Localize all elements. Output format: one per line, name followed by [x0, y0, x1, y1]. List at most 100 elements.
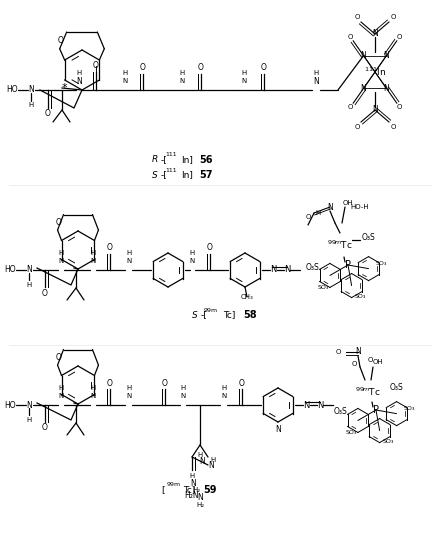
Text: O: O: [239, 378, 245, 388]
Text: H: H: [28, 102, 33, 108]
Text: 99m: 99m: [167, 482, 181, 487]
Text: N: N: [303, 400, 309, 410]
Text: 99m: 99m: [204, 307, 218, 312]
Text: H: H: [26, 417, 32, 423]
Text: SO₃: SO₃: [355, 294, 367, 299]
Text: N: N: [361, 84, 367, 93]
Text: O: O: [107, 378, 113, 388]
Text: SO₃: SO₃: [404, 406, 415, 411]
Text: SO₃: SO₃: [317, 285, 329, 290]
Text: H: H: [180, 385, 186, 391]
Text: O₃S: O₃S: [361, 233, 375, 241]
Text: CH₃: CH₃: [241, 294, 253, 300]
Text: -[: -[: [161, 170, 168, 179]
Text: O: O: [107, 244, 113, 252]
Text: OH: OH: [343, 200, 353, 206]
Text: H: H: [59, 250, 64, 256]
Text: H: H: [180, 70, 185, 76]
Text: O: O: [261, 63, 267, 73]
Text: H: H: [126, 385, 132, 391]
Text: N: N: [313, 76, 319, 85]
Text: O: O: [93, 62, 99, 70]
Text: 57: 57: [199, 170, 213, 180]
Text: OH: OH: [373, 359, 383, 365]
Text: S: S: [192, 311, 198, 320]
Text: O: O: [198, 63, 204, 73]
Text: H: H: [241, 70, 246, 76]
Text: O: O: [45, 109, 51, 118]
Text: N: N: [284, 266, 290, 274]
Text: H: H: [221, 385, 227, 391]
Text: SO₃: SO₃: [345, 430, 356, 435]
Text: N: N: [355, 348, 361, 356]
Text: H: H: [26, 282, 32, 288]
Text: O: O: [42, 289, 48, 298]
Text: N: N: [270, 266, 276, 274]
Text: 111: 111: [165, 152, 177, 157]
Text: Tc]: Tc]: [223, 311, 235, 320]
Text: N: N: [361, 51, 367, 60]
Text: N: N: [189, 258, 194, 264]
Text: N: N: [199, 458, 205, 466]
Text: SO₃: SO₃: [383, 439, 394, 444]
Text: H₂: H₂: [192, 487, 200, 493]
Text: O: O: [207, 244, 213, 252]
Text: O: O: [390, 124, 396, 130]
Text: N: N: [197, 492, 203, 502]
Text: 56: 56: [199, 155, 213, 165]
Text: O: O: [305, 214, 311, 220]
Text: N: N: [317, 400, 323, 410]
Text: P: P: [345, 260, 351, 270]
Text: N: N: [372, 30, 378, 38]
Text: O: O: [139, 63, 146, 73]
Text: O: O: [348, 34, 353, 40]
Text: O: O: [354, 14, 359, 20]
Text: R: R: [152, 156, 158, 164]
Text: N: N: [90, 393, 95, 399]
Text: N: N: [384, 84, 389, 93]
Text: P: P: [373, 405, 379, 415]
Text: H: H: [126, 250, 132, 256]
Text: O: O: [42, 424, 48, 432]
Text: N: N: [122, 78, 128, 84]
Text: HO-H: HO-H: [351, 204, 369, 210]
Text: N: N: [59, 258, 64, 264]
Text: HO: HO: [4, 400, 16, 410]
Text: 59: 59: [203, 485, 216, 495]
Text: N: N: [221, 393, 227, 399]
Text: N: N: [180, 393, 186, 399]
Text: O: O: [397, 104, 402, 110]
Text: H: H: [90, 250, 95, 256]
Text: N: N: [76, 76, 82, 85]
Text: $^{111}$In: $^{111}$In: [364, 66, 386, 78]
Text: N: N: [26, 400, 32, 410]
Text: -[: -[: [201, 311, 208, 320]
Text: O: O: [162, 378, 168, 388]
Text: N: N: [208, 460, 214, 470]
Text: N: N: [180, 78, 185, 84]
Text: H: H: [122, 70, 128, 76]
Text: O: O: [351, 361, 357, 367]
Text: N: N: [59, 393, 64, 399]
Text: N: N: [275, 426, 281, 434]
Text: O: O: [390, 14, 396, 20]
Text: O₃S: O₃S: [305, 262, 319, 272]
Text: $^{99m}$Tc: $^{99m}$Tc: [327, 239, 353, 251]
Text: H: H: [198, 452, 203, 458]
Text: N: N: [190, 478, 196, 487]
Text: 111: 111: [165, 168, 177, 173]
Text: N: N: [241, 78, 246, 84]
Text: N: N: [372, 106, 378, 114]
Text: HO: HO: [4, 266, 16, 274]
Text: N: N: [327, 202, 333, 212]
Text: $^{99m}$Tc: $^{99m}$Tc: [355, 386, 381, 398]
Text: H: H: [189, 250, 194, 256]
Text: *: *: [61, 83, 67, 93]
Text: H₂: H₂: [196, 502, 204, 508]
Text: H: H: [189, 473, 194, 479]
Text: O₃S: O₃S: [389, 382, 403, 392]
Text: O: O: [354, 124, 359, 130]
Text: H: H: [77, 70, 82, 76]
Text: H: H: [313, 70, 319, 76]
Text: N: N: [28, 85, 34, 95]
